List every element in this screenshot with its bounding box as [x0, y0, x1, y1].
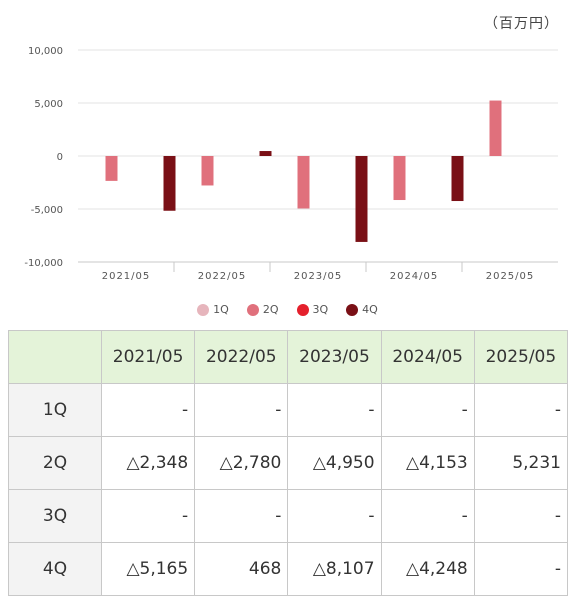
- table-cell: -: [473, 542, 569, 596]
- y-tick-label: -10,000: [24, 258, 63, 269]
- y-tick-label: 10,000: [28, 46, 63, 57]
- table-cell: -: [287, 489, 382, 543]
- x-axis: 2021/05 2022/05 2023/05 2024/05 2025/05: [102, 262, 535, 282]
- bar-4Q-2024/05[interactable]: [451, 156, 464, 202]
- table-cell: -: [380, 383, 475, 437]
- data-table: 2021/05 2022/05 2023/05 2024/05 2025/05 1Q - -…: [8, 330, 569, 596]
- table-cell: -: [473, 489, 569, 543]
- legend-label: 2Q: [262, 303, 279, 316]
- table-row-header: 1Q: [8, 383, 102, 437]
- table-column-header: 2022/05: [194, 330, 289, 384]
- table-body: 1Q - - - - -2Q △2,348 △2,780 △4,950 △4,153 5,231 3Q…: [8, 383, 569, 596]
- table-row-header: 4Q: [8, 542, 102, 596]
- table-cell: -: [194, 383, 289, 437]
- table-cell: 468: [194, 542, 289, 596]
- table-cell: -: [100, 383, 196, 437]
- table-row-header: 2Q: [8, 436, 102, 490]
- table-cell: △4,950: [287, 436, 382, 490]
- table-corner: [8, 330, 102, 384]
- legend-label: 3Q: [312, 303, 329, 316]
- bars: [105, 100, 502, 242]
- table-column-header: 2023/05: [287, 330, 382, 384]
- bar-2Q-2025/05[interactable]: [489, 100, 502, 156]
- bar-4Q-2021/05[interactable]: [163, 156, 176, 211]
- bar-chart: 10,000 5,000 0 -5,000 -10,000 2021/05 2022/05…: [24, 46, 558, 282]
- table-cell: △4,248: [380, 542, 475, 596]
- x-tick-label: 2021/05: [102, 271, 151, 282]
- legend-marker: [197, 303, 210, 316]
- bar-2Q-2022/05[interactable]: [201, 156, 214, 186]
- table-cell: △4,153: [380, 436, 475, 490]
- table-header-row: 2021/05 2022/05 2023/05 2024/05 2025/05: [8, 330, 569, 384]
- table-cell: △2,780: [194, 436, 289, 490]
- table-cell: △2,348: [100, 436, 196, 490]
- legend-marker: [296, 303, 309, 316]
- bar-4Q-2023/05[interactable]: [355, 156, 368, 242]
- legend-label: 1Q: [213, 303, 229, 316]
- y-tick-label: -5,000: [31, 205, 63, 216]
- table-row-header: 3Q: [8, 489, 102, 543]
- table-column-header: 2025/05: [473, 330, 569, 384]
- x-tick-label: 2025/05: [486, 271, 535, 282]
- bar-2Q-2024/05[interactable]: [393, 156, 406, 201]
- y-tick-label: 5,000: [34, 99, 63, 110]
- legend-marker: [346, 303, 359, 316]
- x-tick-label: 2024/05: [390, 271, 439, 282]
- x-tick-label: 2022/05: [198, 271, 247, 282]
- table-row: 4Q △5,165 468 △8,107 △4,248-: [8, 542, 569, 596]
- x-tick-label: 2023/05: [294, 271, 343, 282]
- table-cell: -: [473, 383, 569, 437]
- legend-marker: [246, 303, 259, 316]
- table-cell: -: [287, 383, 382, 437]
- legend-item-1Q[interactable]: 1Q: [197, 303, 229, 316]
- y-tick-label: 0: [57, 152, 63, 163]
- legend-item-3Q[interactable]: 3Q: [296, 303, 329, 316]
- table-cell: △8,107: [287, 542, 382, 596]
- table-column-header: 2021/05: [100, 330, 196, 384]
- table-cell: △5,165: [100, 542, 196, 596]
- legend: 1Q 2Q 3Q 4Q: [0, 303, 575, 316]
- table-row: 1Q - - - - -: [8, 383, 569, 437]
- table-row: 3Q - - - - -: [8, 489, 569, 543]
- table-column-header: 2024/05: [380, 330, 475, 384]
- bar-2Q-2021/05[interactable]: [105, 156, 118, 181]
- table-cell: -: [100, 489, 196, 543]
- legend-item-2Q[interactable]: 2Q: [246, 303, 279, 316]
- bar-4Q-2022/05[interactable]: [259, 151, 272, 156]
- table-cell: -: [194, 489, 289, 543]
- legend-label: 4Q: [362, 303, 378, 316]
- bar-2Q-2023/05[interactable]: [297, 156, 310, 209]
- legend-item-4Q[interactable]: 4Q: [346, 303, 378, 316]
- gridlines: [78, 49, 558, 263]
- y-axis-ticks: 10,000 5,000 0 -5,000 -10,000: [24, 46, 63, 269]
- table-cell: -: [380, 489, 475, 543]
- table-cell: 5,231: [473, 436, 569, 490]
- unit-label: （百万円）: [484, 16, 559, 32]
- table-row: 2Q △2,348 △2,780 △4,950 △4,153 5,231: [8, 436, 569, 490]
